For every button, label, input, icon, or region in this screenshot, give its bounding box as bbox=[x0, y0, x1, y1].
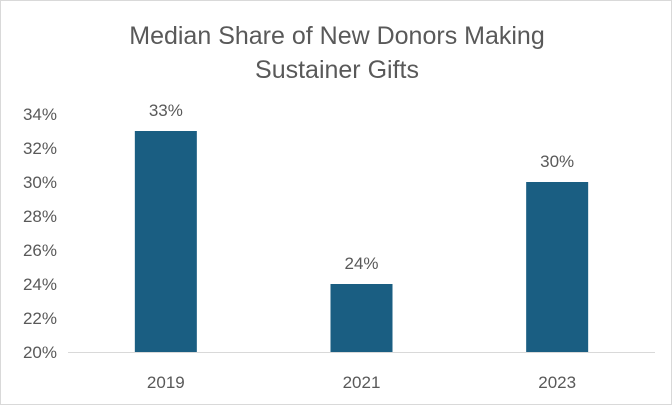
bar-2019 bbox=[134, 131, 197, 352]
chart-title-line-2: Sustainer Gifts bbox=[255, 56, 419, 84]
bar-2023 bbox=[526, 182, 589, 352]
bar-2021 bbox=[330, 284, 393, 352]
data-label-2023: 30% bbox=[540, 152, 574, 171]
x-tick-label-2021: 2021 bbox=[343, 373, 381, 392]
y-tick-label: 32% bbox=[23, 139, 57, 158]
chart-title-line-1: Median Share of New Donors Making bbox=[129, 22, 545, 50]
y-tick-label: 26% bbox=[23, 241, 57, 260]
y-tick-label: 30% bbox=[23, 173, 57, 192]
y-tick-label: 20% bbox=[23, 343, 57, 362]
y-tick-label: 24% bbox=[23, 275, 57, 294]
y-tick-label: 28% bbox=[23, 207, 57, 226]
chart-title: Median Share of New Donors Making Sustai… bbox=[1, 19, 672, 87]
data-label-2019: 33% bbox=[149, 101, 183, 120]
y-tick-label: 34% bbox=[23, 105, 57, 124]
data-label-2021: 24% bbox=[344, 254, 378, 273]
x-tick-label-2023: 2023 bbox=[538, 373, 576, 392]
y-tick-label: 22% bbox=[23, 309, 57, 328]
x-tick-label-2019: 2019 bbox=[147, 373, 185, 392]
